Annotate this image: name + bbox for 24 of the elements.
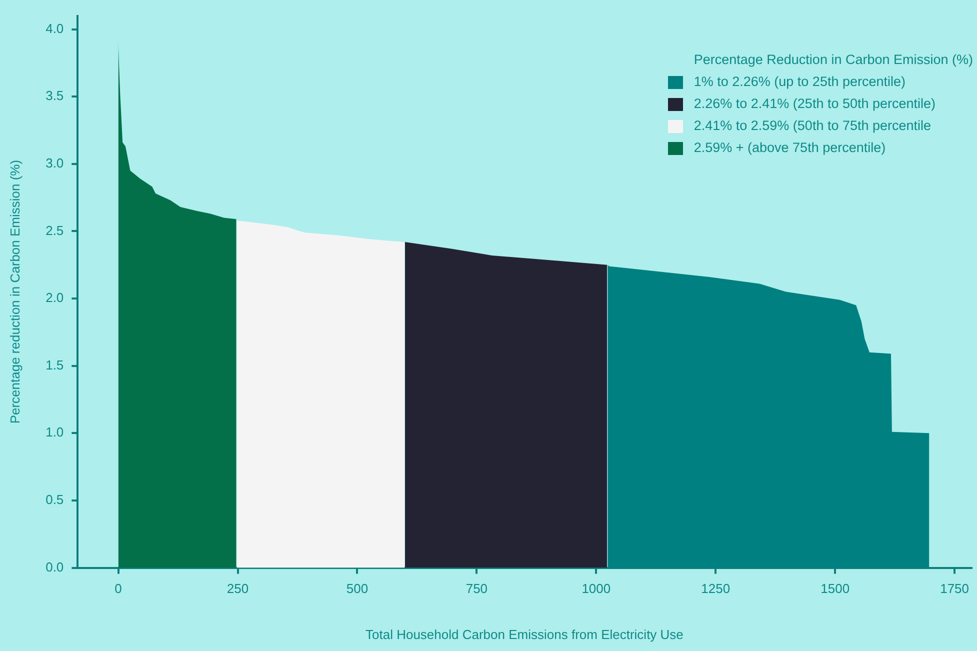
y-tick-label: 1.0 — [46, 424, 64, 440]
x-tick-label: 1000 — [582, 581, 611, 596]
x-tick-label: 750 — [466, 581, 488, 596]
y-tick-label: 3.0 — [46, 155, 64, 170]
y-tick-label: 2.5 — [46, 222, 64, 238]
legend-label: 1% to 2.26% (up to 25th percentile) — [694, 73, 906, 91]
legend-label: 2.26% to 2.41% (25th to 50th percentile) — [694, 95, 936, 113]
x-tick-label: 1500 — [820, 581, 850, 596]
y-axis-title: Percentage reduction in Carbon Emission (%) — [7, 160, 22, 424]
legend-label: 2.59% + (above 75th percentile) — [694, 139, 886, 157]
x-tick-label: 1250 — [701, 581, 730, 596]
y-tick-label: 0.0 — [46, 559, 64, 574]
x-tick-label: 1750 — [940, 581, 969, 596]
y-tick-label: 2.0 — [46, 290, 64, 306]
y-tick-label: 1.5 — [46, 357, 64, 372]
x-axis-title: Total Household Carbon Emissions from Electricity Use — [366, 626, 684, 642]
x-tick-label: 500 — [346, 581, 368, 596]
legend-label: 2.41% to 2.59% (50th to 75th percentile — [694, 117, 932, 135]
y-tick-label: 4.0 — [46, 20, 64, 36]
legend-title: Percentage Reduction in Carbon Emission (%) — [692, 51, 973, 69]
x-tick-label: 0 — [114, 581, 122, 596]
y-tick-label: 0.5 — [46, 492, 64, 508]
x-tick-label: 250 — [226, 581, 249, 596]
y-tick-label: 3.5 — [46, 88, 64, 104]
